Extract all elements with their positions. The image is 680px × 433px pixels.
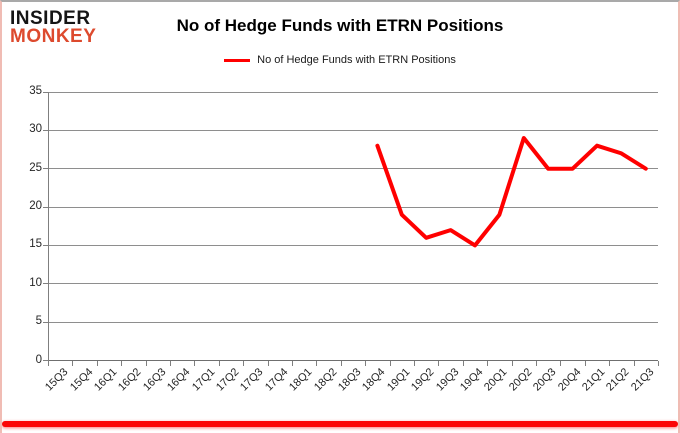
y-tick-label: 15 xyxy=(29,238,42,251)
y-axis-tick xyxy=(43,244,48,246)
x-axis-tick xyxy=(584,361,586,366)
grid-line xyxy=(48,168,658,170)
y-tick-label: 10 xyxy=(29,276,42,289)
legend-label: No of Hedge Funds with ETRN Positions xyxy=(257,54,456,66)
x-axis-tick xyxy=(340,361,342,366)
y-axis-tick xyxy=(43,91,48,93)
x-axis-tick xyxy=(389,361,391,366)
x-axis-tick xyxy=(487,361,489,366)
x-axis-tick xyxy=(292,361,293,366)
x-axis-tick xyxy=(96,361,98,366)
x-axis-tick xyxy=(365,361,367,366)
x-axis-tick xyxy=(121,361,123,366)
x-axis-tick xyxy=(511,361,513,366)
x-axis-tick xyxy=(170,361,171,366)
x-axis-tick xyxy=(218,361,220,366)
y-axis-tick xyxy=(43,283,48,285)
series-line xyxy=(375,135,648,247)
chart-title: No of Hedge Funds with ETRN Positions xyxy=(176,16,504,35)
x-axis-line xyxy=(48,360,658,361)
logo-text-insider: INSIDER xyxy=(10,8,91,29)
y-tick-label: 35 xyxy=(29,85,42,97)
x-axis-tick xyxy=(194,361,196,366)
y-axis-line xyxy=(48,91,49,364)
y-tick-label: 20 xyxy=(29,200,42,213)
x-axis-tick xyxy=(536,361,537,366)
y-tick-label: 25 xyxy=(29,161,42,174)
x-axis-tick xyxy=(633,361,635,366)
x-axis-tick xyxy=(145,361,147,366)
x-axis-tick xyxy=(462,361,464,366)
x-axis-tick xyxy=(609,361,611,366)
y-axis-tick xyxy=(43,360,48,361)
x-axis-tick xyxy=(316,361,318,366)
y-tick-label: 0 xyxy=(35,353,42,366)
y-axis-tick xyxy=(43,129,48,131)
y-tick-label: 30 xyxy=(29,123,42,136)
x-axis-tick xyxy=(243,361,245,366)
grid-line xyxy=(48,244,658,246)
logo-text-monkey: MONKEY xyxy=(10,26,97,48)
grid-line xyxy=(48,206,658,208)
grid-line xyxy=(48,321,658,323)
grid-line xyxy=(48,91,658,93)
x-axis-tick xyxy=(560,361,562,366)
x-axis-tick xyxy=(267,361,269,366)
series-svg xyxy=(375,135,648,247)
legend-line-swatch xyxy=(224,58,251,62)
x-axis-tick xyxy=(438,361,440,366)
y-axis-tick xyxy=(43,206,48,208)
y-tick-label: 5 xyxy=(35,315,42,328)
grid-line xyxy=(48,283,658,285)
y-axis-tick xyxy=(43,321,48,323)
grid-line xyxy=(48,129,658,131)
bottom-red-bar xyxy=(2,421,678,427)
x-axis-tick xyxy=(72,361,74,366)
x-axis-tick xyxy=(414,361,415,366)
y-axis-tick xyxy=(43,168,48,170)
legend: No of Hedge Funds with ETRN Positions xyxy=(2,54,678,66)
x-axis-tick xyxy=(658,361,659,366)
insider-monkey-logo: INSIDER MONKEY xyxy=(10,8,97,48)
x-axis-tick xyxy=(48,361,49,366)
